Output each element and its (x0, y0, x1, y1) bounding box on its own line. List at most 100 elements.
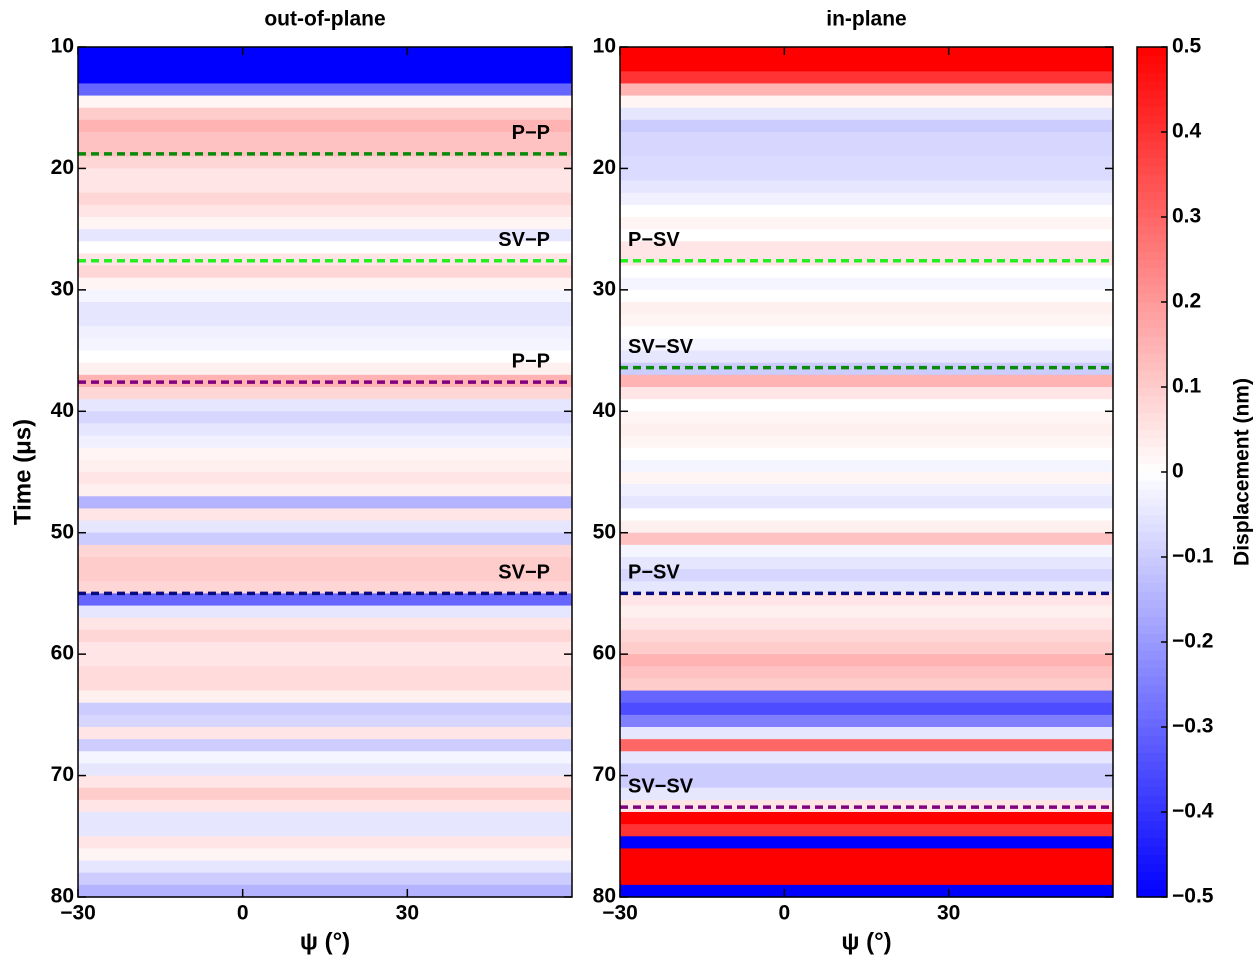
colorbar-swatch (1137, 225, 1167, 235)
heat-row (78, 59, 572, 72)
colorbar-swatch (1137, 769, 1167, 779)
heat-row (620, 411, 1113, 425)
colorbar-swatch (1137, 64, 1167, 74)
heat-row (78, 132, 572, 145)
colorbar-swatch (1137, 565, 1167, 575)
x-tick-label: 30 (396, 902, 419, 925)
y-tick-label: 60 (51, 642, 74, 665)
heat-row (78, 289, 572, 303)
heat-row (78, 411, 572, 425)
heat-row (78, 848, 572, 862)
colorbar-swatch (1137, 642, 1167, 652)
heat-row (620, 799, 1113, 813)
heat-row (620, 338, 1113, 352)
colorbar-swatch (1137, 761, 1167, 771)
heat-row (78, 447, 572, 461)
heat-row (78, 763, 572, 777)
colorbar-swatch (1137, 463, 1167, 473)
colorbar-swatch (1137, 404, 1167, 414)
colorbar-tick-label: 0.1 (1172, 375, 1202, 398)
heat-row (620, 107, 1113, 121)
heat-row (620, 192, 1113, 206)
heat-row (78, 714, 572, 728)
heat-row (620, 423, 1113, 437)
colorbar-swatch (1137, 514, 1167, 524)
colorbar-swatch (1137, 183, 1167, 193)
colorbar-swatch (1137, 718, 1167, 728)
colorbar-swatch (1137, 89, 1167, 99)
colorbar-swatch (1137, 412, 1167, 422)
heat-row (78, 678, 572, 692)
heat-row (78, 617, 572, 631)
heat-row (78, 654, 572, 667)
colorbar-swatch (1137, 786, 1167, 796)
colorbar-tick-label: −0.5 (1172, 885, 1214, 908)
heat-row (78, 496, 572, 510)
colorbar-swatch (1137, 336, 1167, 346)
heat-row (620, 253, 1113, 267)
heat-row (78, 180, 572, 194)
marker-label: P−P (512, 122, 550, 144)
colorbar-swatch (1137, 863, 1167, 873)
heat-row (620, 532, 1113, 546)
colorbar-swatch (1137, 557, 1167, 567)
colorbar-swatch (1137, 327, 1167, 337)
plot-frame (619, 46, 1114, 898)
y-tick-label: 20 (51, 156, 74, 179)
heat-row (620, 277, 1113, 291)
heat-row (620, 484, 1113, 497)
colorbar-swatch (1137, 395, 1167, 405)
heat-row (620, 666, 1113, 680)
colorbar-swatch (1137, 302, 1167, 312)
colorbar-swatch (1137, 667, 1167, 677)
colorbar-swatch (1137, 523, 1167, 533)
heat-row (78, 119, 572, 133)
colorbar-swatch (1137, 361, 1167, 371)
marker-label: SV−SV (628, 336, 694, 358)
colorbar-swatch (1137, 812, 1167, 822)
colorbar-swatch (1137, 540, 1167, 550)
heat-row (620, 119, 1113, 133)
heat-row (620, 702, 1113, 716)
colorbar-swatch (1137, 744, 1167, 754)
colorbar-tick-label: −0.3 (1172, 715, 1213, 738)
marker-label: P−SV (628, 562, 680, 584)
colorbar-swatch (1137, 276, 1167, 286)
colorbar-swatch (1137, 285, 1167, 295)
y-tick-label: 30 (593, 277, 616, 300)
x-tick-label: 0 (778, 902, 790, 925)
colorbar-swatch (1137, 837, 1167, 847)
heat-row (620, 581, 1113, 595)
colorbar-swatch (1137, 548, 1167, 558)
colorbar-swatch (1137, 106, 1167, 116)
y-tick-label: 10 (51, 35, 74, 58)
heat-row (620, 569, 1113, 582)
heat-row (78, 472, 572, 485)
y-tick-label: 70 (51, 763, 74, 786)
colorbar-swatch (1137, 676, 1167, 686)
heat-row (620, 654, 1113, 667)
x-tick-label: 30 (937, 902, 960, 925)
heat-row (78, 799, 572, 813)
colorbar-swatch (1137, 701, 1167, 711)
heat-row (78, 399, 572, 412)
colorbar-label: Displacement (nm) (1231, 378, 1254, 566)
colorbar-swatch (1137, 166, 1167, 176)
heat-row (620, 678, 1113, 692)
colorbar-swatch (1137, 616, 1167, 626)
heat-row (78, 459, 572, 473)
heat-row (620, 860, 1113, 874)
heat-row (620, 144, 1113, 157)
heat-row (78, 217, 572, 230)
y-tick-label: 30 (51, 277, 74, 300)
heat-row (78, 605, 572, 619)
chart-title: out-of-plane (264, 8, 385, 31)
colorbar-swatch (1137, 259, 1167, 269)
heat-row (620, 156, 1113, 170)
y-tick-label: 70 (593, 763, 616, 786)
heat-row (620, 751, 1113, 765)
heat-row (620, 314, 1113, 327)
colorbar-swatch (1137, 353, 1167, 363)
heat-row (78, 812, 572, 825)
colorbar-tick-label: 0.2 (1172, 290, 1201, 313)
